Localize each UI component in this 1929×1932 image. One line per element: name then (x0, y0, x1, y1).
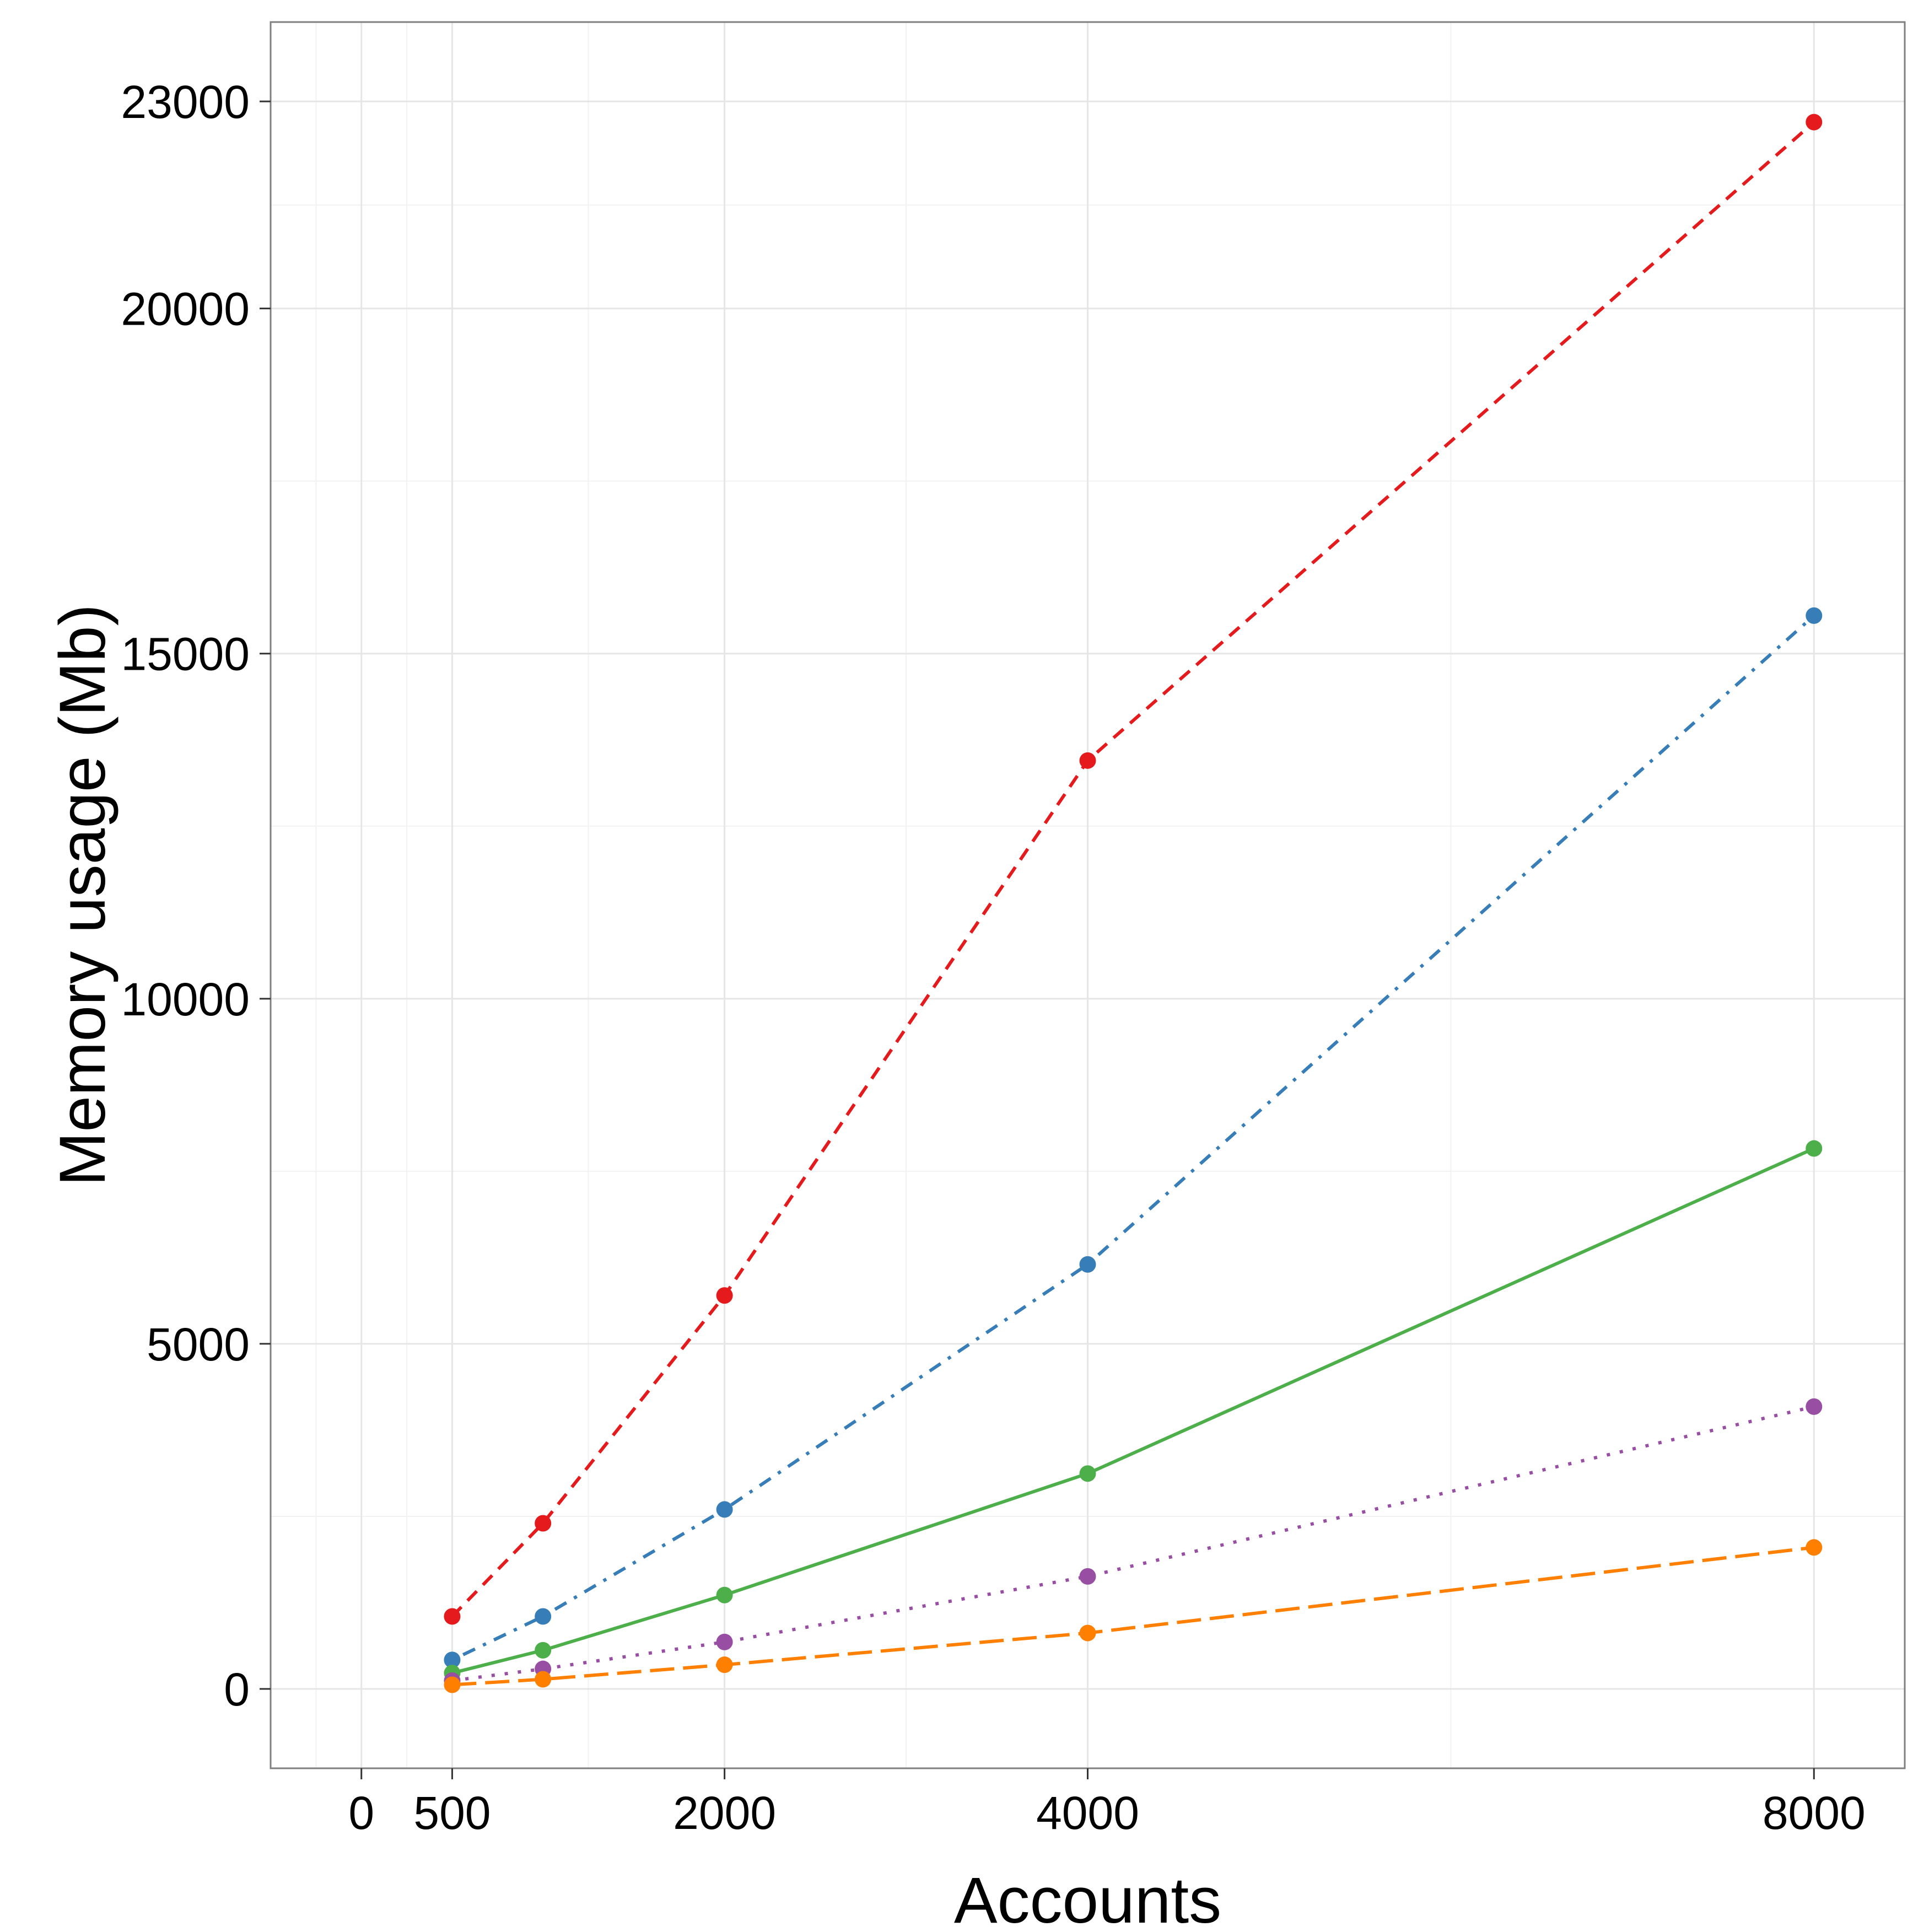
series-1 (444, 607, 1823, 1669)
y-axis-title: Memory usage (Mb) (46, 604, 119, 1186)
x-tick-label: 4000 (1036, 1787, 1139, 1839)
data-point (1079, 1256, 1096, 1273)
x-tick-label: 8000 (1763, 1787, 1866, 1839)
y-tick-label: 23000 (121, 76, 250, 128)
data-point (444, 1651, 461, 1669)
series-0 (444, 114, 1823, 1625)
data-point (1806, 114, 1823, 131)
data-point (716, 1586, 733, 1603)
data-point (716, 1656, 733, 1673)
series-2 (444, 1140, 1823, 1682)
data-point (1806, 1140, 1823, 1157)
y-tick-label: 20000 (121, 283, 250, 335)
x-tick-label: 0 (348, 1787, 374, 1839)
data-point (535, 1515, 552, 1532)
x-tick-label: 500 (413, 1787, 491, 1839)
y-tick-label: 5000 (147, 1319, 250, 1370)
y-tick-label: 15000 (121, 628, 250, 680)
x-tick-label: 2000 (673, 1787, 776, 1839)
data-point (1079, 1465, 1096, 1482)
data-point (535, 1642, 552, 1659)
data-point (1079, 1624, 1096, 1642)
data-point (716, 1633, 733, 1650)
y-tick-label: 10000 (121, 973, 250, 1025)
y-tick-label: 0 (224, 1664, 250, 1715)
data-point (716, 1501, 733, 1518)
data-point (444, 1608, 461, 1625)
data-point (716, 1287, 733, 1304)
data-point (1806, 607, 1823, 624)
x-axis-title: Accounts (954, 1864, 1221, 1929)
series-line (451, 614, 1815, 1662)
data-point (1806, 1398, 1823, 1415)
y-axis: 0 5000 10000 15000 20000 23000 (121, 76, 271, 1715)
data-point (444, 1676, 461, 1693)
data-point (1079, 1568, 1096, 1585)
series-4 (444, 1539, 1823, 1693)
data-point (535, 1671, 552, 1688)
data-point (535, 1608, 552, 1625)
series-layer (444, 114, 1823, 1693)
x-axis: 0 500 2000 4000 8000 (348, 1768, 1866, 1839)
data-point (1079, 752, 1096, 769)
data-point (1806, 1539, 1823, 1556)
